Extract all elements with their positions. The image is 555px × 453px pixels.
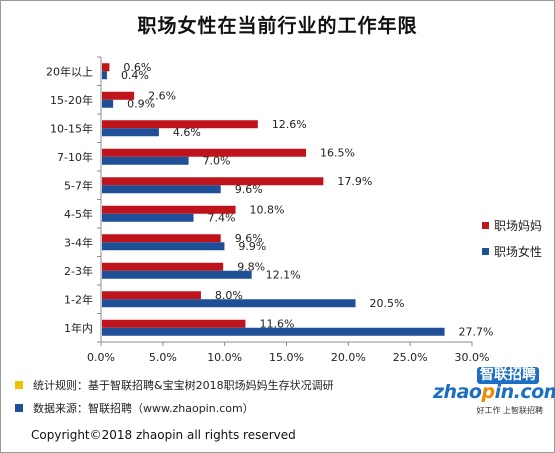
data-label: 27.7%	[459, 325, 494, 338]
category-label: 10-15年	[50, 121, 93, 135]
blue-square-icon	[15, 404, 23, 412]
bar-mom	[102, 177, 324, 186]
bar-mom	[102, 120, 258, 129]
data-label: 10.8%	[250, 203, 285, 216]
zhaopin-logo: 智联招聘 zhaopin.com 好工作 上智联招聘	[433, 367, 555, 417]
legend-label: 职场妈妈	[494, 219, 542, 233]
logo-domain: zhaopin.com	[433, 381, 555, 403]
logo-tagline: 好工作 上智联招聘	[476, 406, 543, 415]
bar-mom	[102, 63, 110, 72]
data-label: 0.9%	[127, 97, 155, 110]
bar-women	[102, 128, 159, 137]
data-label: 20.5%	[370, 297, 405, 310]
bar-mom	[102, 148, 307, 157]
data-label: 8.0%	[215, 289, 243, 302]
data-label: 0.4%	[121, 69, 149, 82]
data-label: 9.9%	[238, 240, 266, 253]
legend-swatch	[482, 222, 489, 229]
bar-mom	[102, 234, 221, 243]
copyright-text: Copyright©2018 zhaopin all rights reserv…	[31, 428, 296, 442]
legend-swatch	[482, 248, 489, 255]
bar-women	[102, 242, 225, 251]
data-label: 9.6%	[235, 183, 263, 196]
category-label: 20年以上	[46, 64, 93, 78]
data-label: 12.6%	[272, 118, 307, 131]
bar-women	[102, 299, 356, 308]
data-label: 2.6%	[148, 89, 176, 102]
category-label: 3-4年	[64, 235, 93, 249]
data-label: 7.0%	[203, 154, 231, 167]
x-tick-label: 0.0%	[87, 351, 115, 364]
bar-women	[102, 185, 221, 194]
bar-mom	[102, 319, 246, 328]
x-tick-label: 5.0%	[149, 351, 177, 364]
bar-women	[102, 71, 107, 80]
footnote-source: 数据来源：智联招聘（www.zhaopin.com）	[15, 400, 254, 416]
footnote-rule-text: 统计规则：基于智联招聘&宝宝树2018职场妈妈生存状况调研	[33, 379, 334, 392]
data-label: 12.1%	[266, 268, 301, 281]
category-label: 1年内	[64, 321, 93, 335]
chart-title: 职场女性在当前行业的工作年限	[137, 15, 418, 37]
bar-women	[102, 99, 114, 108]
data-label: 11.6%	[259, 317, 294, 330]
x-tick-label: 30.0%	[455, 351, 490, 364]
data-label: 17.9%	[337, 175, 372, 188]
footnote-rule: 统计规则：基于智联招聘&宝宝树2018职场妈妈生存状况调研	[15, 377, 334, 393]
bar-chart: 0.0% 5.0% 10.0% 15.0% 20.0% 25.0% 30.0% 20年以上 0.…	[46, 56, 542, 364]
category-label: 2-3年	[64, 264, 93, 278]
category-label: 5-7年	[64, 178, 93, 192]
bar-mom	[102, 205, 236, 214]
bar-women	[102, 156, 189, 165]
bar-women	[102, 213, 194, 222]
bar-mom	[102, 262, 224, 271]
x-tick-label: 25.0%	[393, 351, 428, 364]
data-label: 9.6%	[235, 232, 263, 245]
category-label: 15-20年	[50, 93, 93, 107]
data-label: 4.6%	[173, 126, 201, 139]
x-tick-label: 20.0%	[331, 351, 366, 364]
category-label: 4-5年	[64, 207, 93, 221]
bar-women	[102, 327, 445, 336]
data-label: 9.8%	[237, 260, 265, 273]
category-label: 1-2年	[64, 292, 93, 306]
logo-name-cn: 智联招聘	[477, 367, 539, 384]
category-label: 7-10年	[57, 150, 93, 164]
x-tick-label: 15.0%	[269, 351, 304, 364]
bar-mom	[102, 291, 201, 300]
data-label: 0.6%	[123, 61, 151, 74]
data-label: 7.4%	[208, 211, 236, 224]
footnote-source-text: 数据来源：智联招聘（www.zhaopin.com）	[33, 402, 254, 415]
yellow-square-icon	[15, 381, 23, 389]
bar-mom	[102, 91, 135, 100]
x-tick-label: 10.0%	[207, 351, 242, 364]
legend-label: 职场女性	[494, 244, 542, 259]
data-label: 16.5%	[320, 146, 355, 159]
bar-women	[102, 270, 252, 279]
